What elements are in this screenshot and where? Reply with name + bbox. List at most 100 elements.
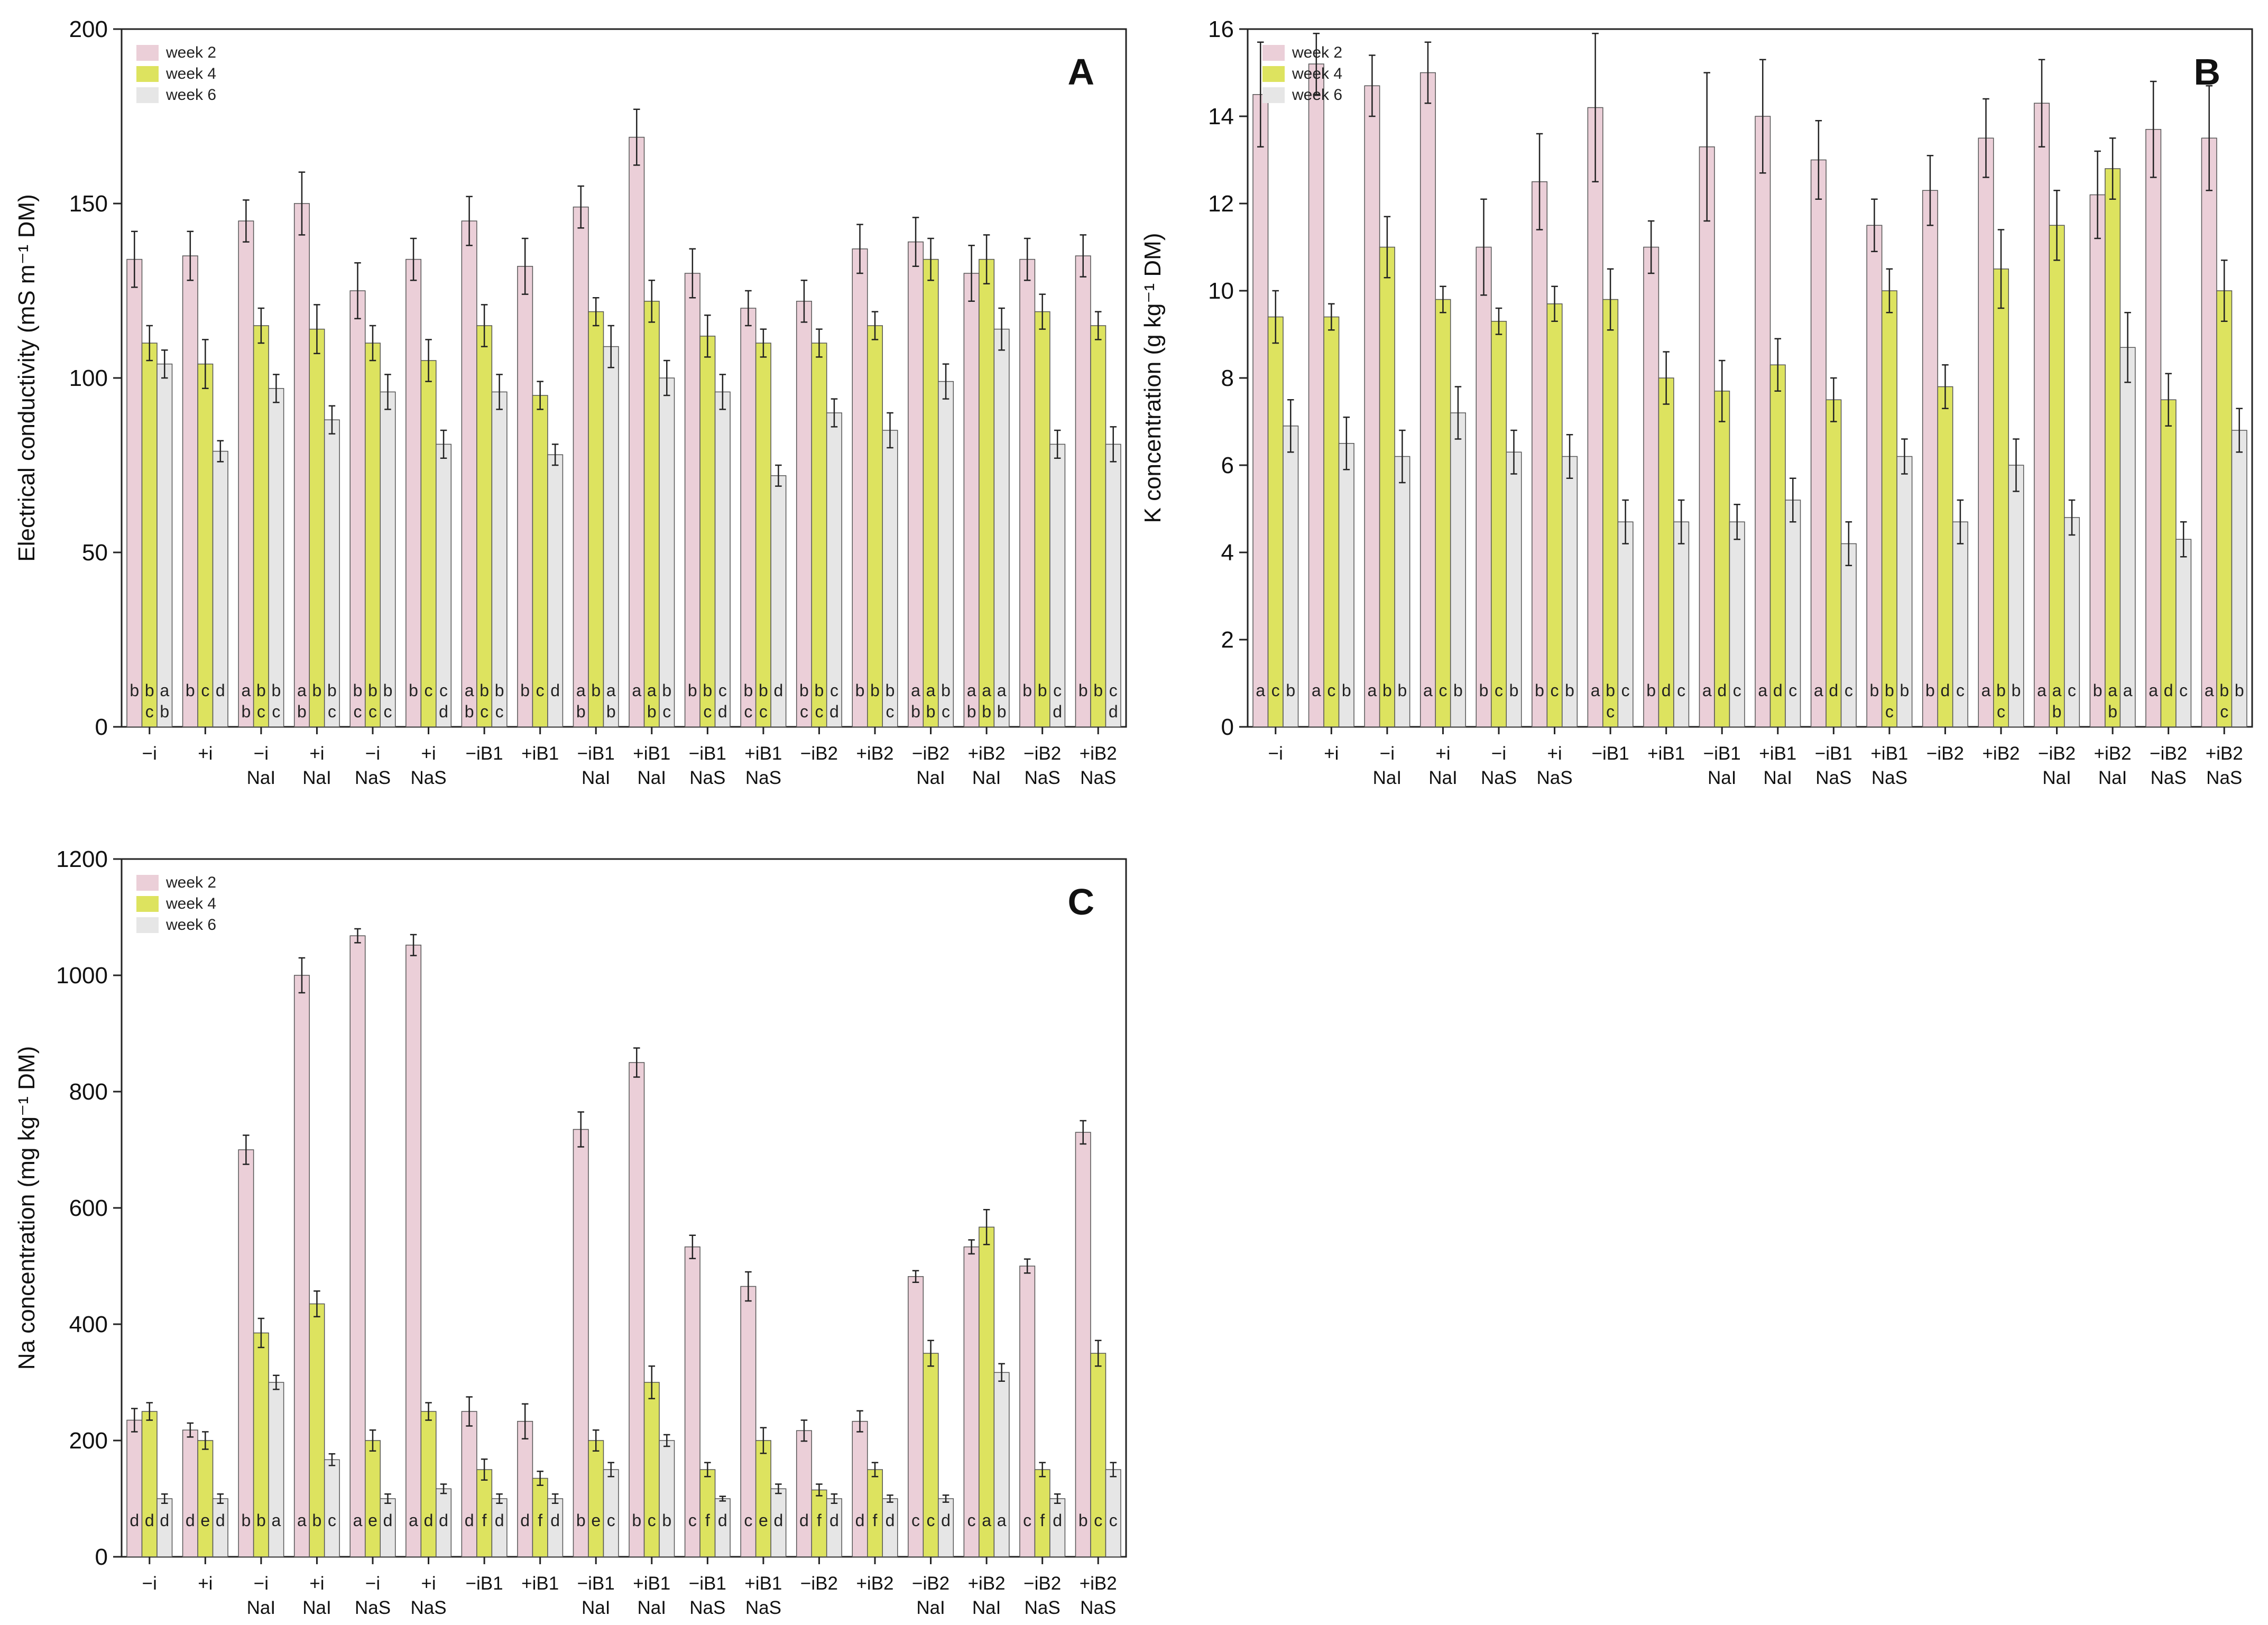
chart-c-xtick-label: −iB1 xyxy=(466,1573,503,1594)
chart-b-significance-letter: b xyxy=(2052,702,2062,721)
chart-b-significance-letter: c xyxy=(1439,681,1447,700)
chart-b-significance-letter: b xyxy=(2219,681,2229,700)
chart-c-xtick-label: +iB2 xyxy=(856,1573,893,1594)
chart-a-significance-letter: c xyxy=(744,702,752,721)
chart-a-error-bar xyxy=(1039,293,1046,330)
chart-a-bar-week2-plus-ib2-nas xyxy=(1075,255,1091,727)
chart-a-error-bar xyxy=(425,339,432,382)
chart-c-bar-week4-minus-ib1 xyxy=(476,1469,493,1557)
chart-c-error-bar xyxy=(1110,1462,1117,1478)
chart-a-significance-letter: a xyxy=(160,681,169,700)
chart-b-significance-letter: a xyxy=(1981,681,1991,700)
chart-c-significance-letter: b xyxy=(256,1511,266,1530)
chart-a-significance-letter: a xyxy=(632,681,641,700)
chart-b-error-bar xyxy=(1997,229,2005,309)
chart-a-error-bar xyxy=(1110,426,1117,463)
chart-c-significance-letter: d xyxy=(520,1511,530,1530)
chart-a-significance-letter: c xyxy=(201,681,209,700)
chart-b-error-bar xyxy=(2236,408,2243,453)
chart-b-bar-week6-minus-i-nas xyxy=(1506,451,1522,727)
chart-b-error-bar xyxy=(1287,399,1294,453)
chart-c-xtick-label: +iB2 xyxy=(1080,1573,1117,1594)
chart-a-bar-week4-minus-ib1 xyxy=(476,325,493,727)
chart-c-error-bar xyxy=(663,1434,670,1447)
chart-a-significance-letter: b xyxy=(941,681,951,700)
chart-c-error-bar xyxy=(481,1458,488,1481)
chart-c-bar-week2-minus-ib1 xyxy=(461,1411,477,1557)
chart-b-xtick-label: +iB1 xyxy=(1870,743,1908,764)
chart-b-xtick-label: +iB2 xyxy=(1982,743,2020,764)
chart-c-significance-letter: d xyxy=(383,1511,393,1530)
chart-a-significance-letter: b xyxy=(256,681,266,700)
chart-a-bar-week2-plus-i xyxy=(182,255,198,727)
chart-a-xtick-label-sub: NaI xyxy=(638,768,666,788)
chart-c-ytick-label: 200 xyxy=(69,1428,108,1454)
chart-c-significance-letter: f xyxy=(873,1511,878,1530)
chart-c-error-bar xyxy=(425,1402,432,1421)
chart-a-bar-week2-plus-ib1-nai xyxy=(629,136,645,727)
chart-a-xtick-label-sub: NaI xyxy=(247,768,275,788)
chart-b-significance-letter: b xyxy=(2108,702,2117,721)
chart-b-error-bar xyxy=(1328,303,1335,331)
chart-c-error-bar xyxy=(745,1271,752,1302)
chart-a-significance-letter: b xyxy=(886,681,895,700)
chart-c-significance-letter: d xyxy=(941,1511,951,1530)
chart-a-bar-week4-minus-ib2 xyxy=(811,343,827,727)
chart-a-significance-letter: b xyxy=(1093,681,1103,700)
chart-a-significance-letter: b xyxy=(465,702,474,721)
chart-c-error-bar xyxy=(1094,1340,1102,1367)
chart-a-bar-week4-plus-i-nai xyxy=(309,328,325,727)
chart-b-xtick-label: +iB1 xyxy=(1647,743,1685,764)
chart-b-ytick-label: 0 xyxy=(1221,714,1234,740)
chart-c-bar-week4-plus-i-nai xyxy=(309,1303,325,1557)
chart-c-significance-letter: d xyxy=(186,1511,195,1530)
chart-a-error-bar xyxy=(607,325,614,368)
chart-b-error-bar xyxy=(1424,41,1432,104)
chart-b-bar-week6-plus-ib2-nas xyxy=(2231,430,2247,727)
chart-b-error-bar xyxy=(1815,120,1822,200)
chart-c-bar-week6-plus-ib2 xyxy=(882,1498,898,1557)
chart-c-bar-week4-plus-ib1-nai xyxy=(643,1382,660,1557)
chart-a-error-bar xyxy=(257,307,265,344)
chart-a-significance-letter: d xyxy=(439,702,448,721)
chart-c-significance-letter: d xyxy=(130,1511,139,1530)
chart-a-error-bar xyxy=(146,325,153,362)
chart-a-error-bar xyxy=(775,464,782,487)
chart-a-error-bar xyxy=(131,230,138,288)
chart-a-bar-week6-minus-i-nas xyxy=(380,391,396,727)
chart-c-legend-label-week4: week 4 xyxy=(165,895,216,912)
chart-b-xtick-label: +iB2 xyxy=(2094,743,2132,764)
chart-b-significance-letter: c xyxy=(1788,681,1797,700)
chart-a-bar-week6-minus-ib1-nai xyxy=(603,346,619,727)
chart-a-significance-letter: b xyxy=(327,681,337,700)
chart-b-bar-week6-minus-ib2 xyxy=(1952,521,1968,727)
chart-b-significance-letter: c xyxy=(1956,681,1965,700)
chart-a-significance-letter: a xyxy=(297,681,307,700)
chart-a-significance-letter: b xyxy=(520,681,530,700)
chart-c-significance-letter: c xyxy=(607,1511,615,1530)
chart-c-error-bar xyxy=(243,1134,250,1165)
chart-c-bar-week4-minus-ib2 xyxy=(811,1489,827,1557)
chart-b-error-bar xyxy=(1942,364,1949,409)
chart-c-bar-week6-plus-ib1-nai xyxy=(659,1440,675,1557)
chart-c-error-bar xyxy=(146,1402,153,1421)
chart-b-error-bar xyxy=(1480,198,1487,296)
chart-b-error-bar xyxy=(2206,85,2212,191)
chart-a-significance-letter: c xyxy=(536,681,545,700)
chart-c-bar-week4-minus-ib2-nai xyxy=(923,1353,939,1557)
chart-c-bar-week2-plus-i-nai xyxy=(293,975,310,1557)
chart-a-xtick-label: −iB1 xyxy=(577,743,615,764)
chart-c-bar-week4-minus-ib2-nas xyxy=(1034,1469,1050,1557)
chart-c-significance-letter: c xyxy=(927,1511,935,1530)
chart-a-significance-letter: c xyxy=(703,702,712,721)
chart-a-significance-letter: d xyxy=(216,681,225,700)
chart-c-bar-week6-minus-ib1-nas xyxy=(714,1498,731,1557)
chart-b-bar-week2-minus-ib2-nai xyxy=(2034,103,2050,727)
chart-b-bar-week2-plus-i-nas xyxy=(1532,181,1548,727)
chart-b-error-bar xyxy=(1774,338,1782,392)
chart-c-bar-week4-plus-ib1-nas xyxy=(755,1440,771,1557)
chart-b-error-bar xyxy=(1759,59,1766,174)
chart-a-significance-letter: d xyxy=(1053,702,1062,721)
chart-c-error-bar xyxy=(410,934,417,956)
chart-c-xtick-label: +i xyxy=(421,1573,436,1594)
